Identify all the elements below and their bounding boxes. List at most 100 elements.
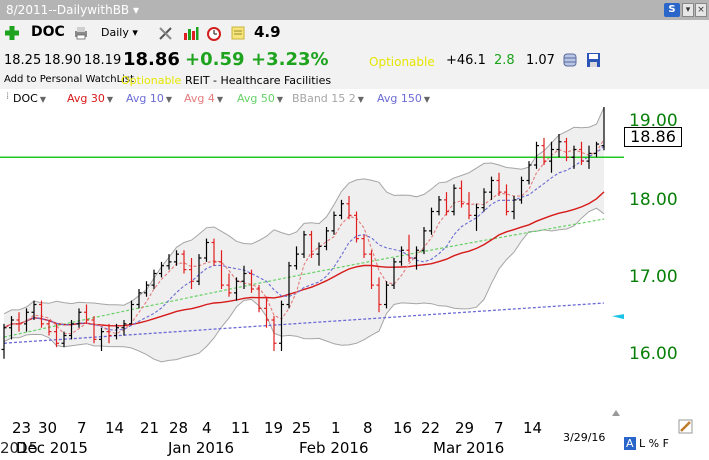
cyan-marker [612,314,624,320]
quote-bar: 18.25 18.90 18.19 18.86 +0.59 +3.23% Opt… [0,46,709,74]
x-tick-label: 19 [264,419,284,437]
ohlc-bar [504,184,509,216]
legend-item-avg10[interactable]: Avg 10 ▼ [126,92,173,105]
alarm-clock-icon[interactable] [206,25,222,41]
avg4-line [3,138,605,335]
chevron-down-icon[interactable]: ▾ [133,3,140,17]
ohlc-bar [174,250,179,266]
ohlc-bar [511,196,517,220]
current-date-label: 3/29/16 [563,431,606,444]
ohlc-bar [481,188,487,212]
ohlc-bar [16,312,22,332]
month-label: Dec 2015 [16,439,88,457]
window-title[interactable]: 8/2011--DailywithBB ▾ [6,3,140,17]
legend-item-bband[interactable]: BBand 15 2 ▼ [292,92,364,105]
ohlc-bar [196,254,202,286]
chevron-down-icon[interactable]: ▼ [357,95,364,104]
ohlc-bar [399,246,404,266]
minimize-button[interactable]: ▾ [682,3,694,17]
x-tick-label: 22 [421,419,441,437]
ohlc-bar [556,134,562,158]
ohlc-bar [219,250,224,289]
avg30-line [3,191,605,329]
add-watchlist-link[interactable]: Add to Personal WatchList [4,74,135,85]
ohlc-bar [594,141,599,158]
stat-rs: +46.1 [446,53,486,68]
ohlc-bar [211,238,217,266]
ohlc-bar [459,180,464,208]
legend-item-doc[interactable]: DOC ▼ [13,92,46,105]
legend-item-avg4[interactable]: Avg 4 ▼ [184,92,224,105]
legend-item-avg150[interactable]: Avg 150 ▼ [377,92,431,105]
ohlc-bar [444,192,449,216]
ohlc-bar [406,234,412,262]
avg150-line [3,302,605,344]
printer-icon[interactable] [73,25,89,41]
ohlc-bar [429,207,434,235]
scroll-arrow-icon [612,410,620,416]
ohlc-bar [264,296,269,328]
chevron-down-icon[interactable]: ▼ [423,95,431,104]
ohlc-bar [361,234,367,258]
ohlc-bar [309,230,314,258]
ohlc-bar [564,137,569,162]
ohlc-bar [279,300,284,351]
legend-handle-icon: ⁞ [6,91,10,102]
ohlc-bar [24,308,29,332]
price-change-pct: +3.23% [251,49,329,70]
ohlc-bar [339,199,344,220]
chevron-down-icon[interactable]: ▼ [106,95,114,104]
add-plus-icon[interactable] [4,25,20,41]
ohlc-bar [189,258,194,289]
symbol-label[interactable]: DOC [31,24,65,40]
notes-icon[interactable] [230,25,246,41]
tools-icon[interactable] [158,25,174,41]
ohlc-bar [46,320,52,336]
auto-scale-button[interactable]: A [624,437,636,450]
info-bar: Add to Personal WatchList Optionable REI… [0,73,709,89]
save-icon[interactable] [586,52,601,68]
x-tick-label: 11 [231,419,251,437]
y-tick-label: 19.00 [629,111,678,131]
ohlc-bar [466,192,472,220]
avg50-line [3,218,605,338]
ohlc-bar [384,281,389,309]
pencil-icon[interactable] [678,419,693,434]
x-tick-label: 29 [455,419,475,437]
chevron-down-icon[interactable]: ▼ [216,95,224,104]
chevron-down-icon[interactable]: ▾ [132,26,138,39]
legend-item-avg30[interactable]: Avg 30 ▼ [67,92,114,105]
chevron-down-icon[interactable]: ▼ [165,95,173,104]
ohlc-bar [144,281,149,297]
ohlc-bar [136,289,142,309]
chevron-down-icon[interactable]: ▼ [39,95,46,104]
month-label: Mar 2016 [433,439,505,457]
scale-options[interactable]: A L % F [624,437,669,450]
chevron-down-icon[interactable]: ▼ [276,95,284,104]
period-select[interactable]: Daily ▾ [101,26,138,39]
x-tick-label: 4 [202,419,212,437]
ohlc-bar [601,107,605,151]
ohlc-bar [534,141,539,169]
year-label: 2015 [0,439,39,457]
month-label: Feb 2016 [299,439,369,457]
avg10-line [3,145,605,331]
bar-chart-icon[interactable] [183,25,199,41]
ohlc-bar [69,320,74,340]
moving-averages [3,138,605,344]
high-price: 18.90 [44,53,82,68]
ohlc-bar [489,176,494,200]
ohlc-bar [84,304,89,324]
ohlc-bar [241,265,247,289]
s-badge-icon[interactable]: S [664,3,680,17]
database-icon[interactable] [563,52,578,68]
close-button[interactable]: × [695,3,707,17]
price-chart[interactable] [0,107,709,420]
ohlc-bar [541,137,547,165]
x-tick-label: 14 [105,419,125,437]
ohlc-bar [496,172,502,196]
ohlc-bar [61,331,67,348]
title-bar: 8/2011--DailywithBB ▾ S ▾ × [0,0,709,20]
legend-item-avg50[interactable]: Avg 50 ▼ [237,92,284,105]
stat-green: 2.8 [494,53,515,68]
